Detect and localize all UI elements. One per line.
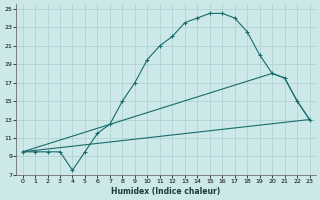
X-axis label: Humidex (Indice chaleur): Humidex (Indice chaleur) bbox=[111, 187, 221, 196]
